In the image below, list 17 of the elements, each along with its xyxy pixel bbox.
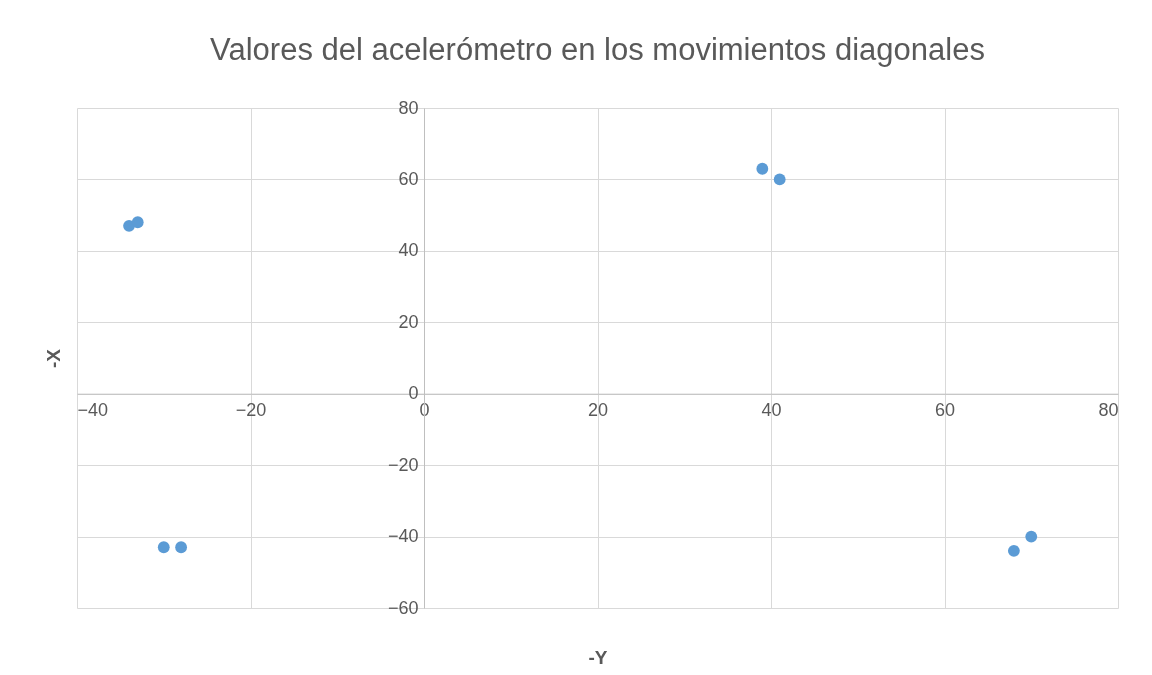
y-tick-label: 20 [398, 311, 419, 332]
y-tick-label: 40 [398, 240, 419, 261]
x-tick-label: 60 [934, 400, 956, 421]
y-tick-label: 0 [408, 383, 419, 404]
y-tick-label: −60 [387, 597, 419, 618]
x-tick-label: −20 [235, 400, 267, 421]
x-axis-title: -Y [588, 646, 608, 668]
y-tick-label: −20 [387, 454, 419, 475]
x-tick-label: 80 [1098, 400, 1119, 421]
x-tick-label: −40 [77, 400, 109, 421]
chart-title: Valores del acelerómetro en los movimientos diagonales [210, 32, 985, 67]
y-tick-label: 80 [398, 97, 419, 118]
y-tick-label: −40 [387, 526, 419, 547]
y-tick-label: 60 [398, 168, 419, 189]
x-tick-label: 20 [587, 400, 609, 421]
y-axis-title: -X [42, 348, 64, 368]
x-tick-label: 40 [761, 400, 782, 421]
